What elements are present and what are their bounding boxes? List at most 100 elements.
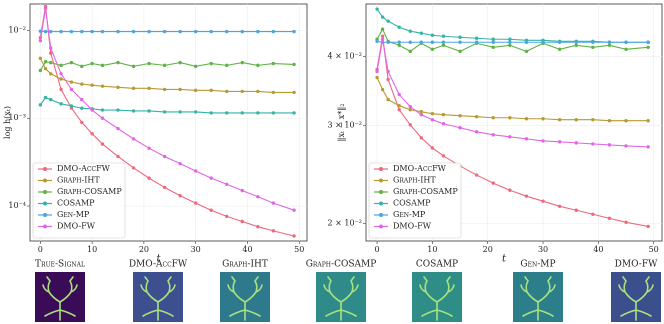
point [193, 201, 198, 205]
point [38, 68, 43, 73]
point [271, 111, 276, 115]
y-tick-label: 3 × 10⁻² [328, 121, 363, 130]
point [591, 40, 595, 44]
x-tick-label: 20 [139, 245, 149, 254]
legend-label: DMO-AccFW [393, 164, 447, 173]
point [162, 185, 167, 190]
point [131, 64, 136, 69]
point [49, 97, 53, 102]
point [557, 204, 562, 208]
point [458, 35, 462, 39]
point [624, 47, 628, 51]
series-line [376, 8, 649, 43]
point [408, 104, 412, 109]
point [419, 40, 424, 44]
point [240, 60, 244, 65]
point [162, 29, 167, 34]
legend-box [32, 162, 126, 239]
series-layer [38, 4, 296, 238]
point [225, 63, 229, 68]
legend-label: Graph-COSAMP [393, 187, 458, 196]
point [178, 87, 182, 92]
point [375, 75, 379, 80]
point [271, 229, 276, 233]
point [430, 47, 435, 51]
point [209, 208, 213, 212]
point [100, 63, 105, 68]
image-caption: Graph-IHT [222, 260, 268, 270]
point [271, 201, 276, 205]
point [43, 95, 48, 100]
x-tick-label: 40 [593, 245, 603, 254]
point [147, 61, 151, 66]
legend-label: DMO-AccFW [57, 164, 111, 173]
point [474, 130, 479, 134]
point [397, 92, 401, 97]
point [419, 136, 424, 140]
point [90, 61, 94, 66]
point [116, 108, 120, 112]
point [292, 29, 296, 34]
point [162, 110, 167, 114]
image-tile [133, 272, 183, 322]
series-line [39, 96, 295, 114]
point [116, 126, 120, 131]
point [557, 47, 562, 51]
legend-label: Gen-MP [57, 210, 90, 219]
x-tick-label: 10 [87, 245, 97, 254]
point [38, 103, 43, 107]
point [491, 40, 495, 44]
image-caption: Graph-COSAMP [306, 260, 377, 270]
point [100, 84, 105, 88]
point [557, 117, 562, 122]
point [240, 219, 244, 224]
point [624, 220, 628, 224]
point [162, 154, 167, 159]
point [375, 39, 379, 43]
point [209, 111, 213, 115]
y-axis-label: ‖xₜ − x*‖₂ [337, 104, 346, 142]
point [59, 77, 63, 81]
point [386, 77, 390, 82]
point [162, 63, 167, 68]
point [397, 103, 401, 108]
point [591, 45, 595, 50]
point [386, 40, 390, 44]
point [375, 69, 379, 74]
point [116, 85, 120, 90]
point [430, 112, 435, 116]
x-tick-label: 30 [538, 245, 548, 254]
point [397, 43, 401, 47]
point [591, 212, 595, 216]
point [49, 29, 53, 34]
point [419, 31, 424, 35]
point [380, 87, 385, 92]
point [225, 89, 229, 94]
legend-marker [43, 213, 47, 217]
point [100, 108, 105, 112]
point [90, 29, 94, 34]
point [646, 119, 650, 123]
point [491, 37, 495, 41]
point [209, 29, 213, 34]
point [147, 29, 151, 34]
point [607, 43, 612, 47]
point [147, 176, 151, 180]
point [574, 208, 578, 212]
point [624, 40, 628, 44]
point [59, 63, 63, 68]
legend-marker [379, 178, 383, 183]
point [386, 69, 390, 74]
point [408, 123, 412, 127]
point [591, 117, 595, 122]
point [90, 83, 94, 87]
point [178, 161, 182, 166]
point [607, 40, 612, 44]
point [240, 89, 244, 94]
series-line [376, 39, 649, 148]
point [458, 49, 462, 54]
image-caption: DMO-AccFW [129, 260, 188, 270]
series-line [376, 36, 649, 227]
y-axis-label: log h(xₜ) [3, 106, 12, 139]
